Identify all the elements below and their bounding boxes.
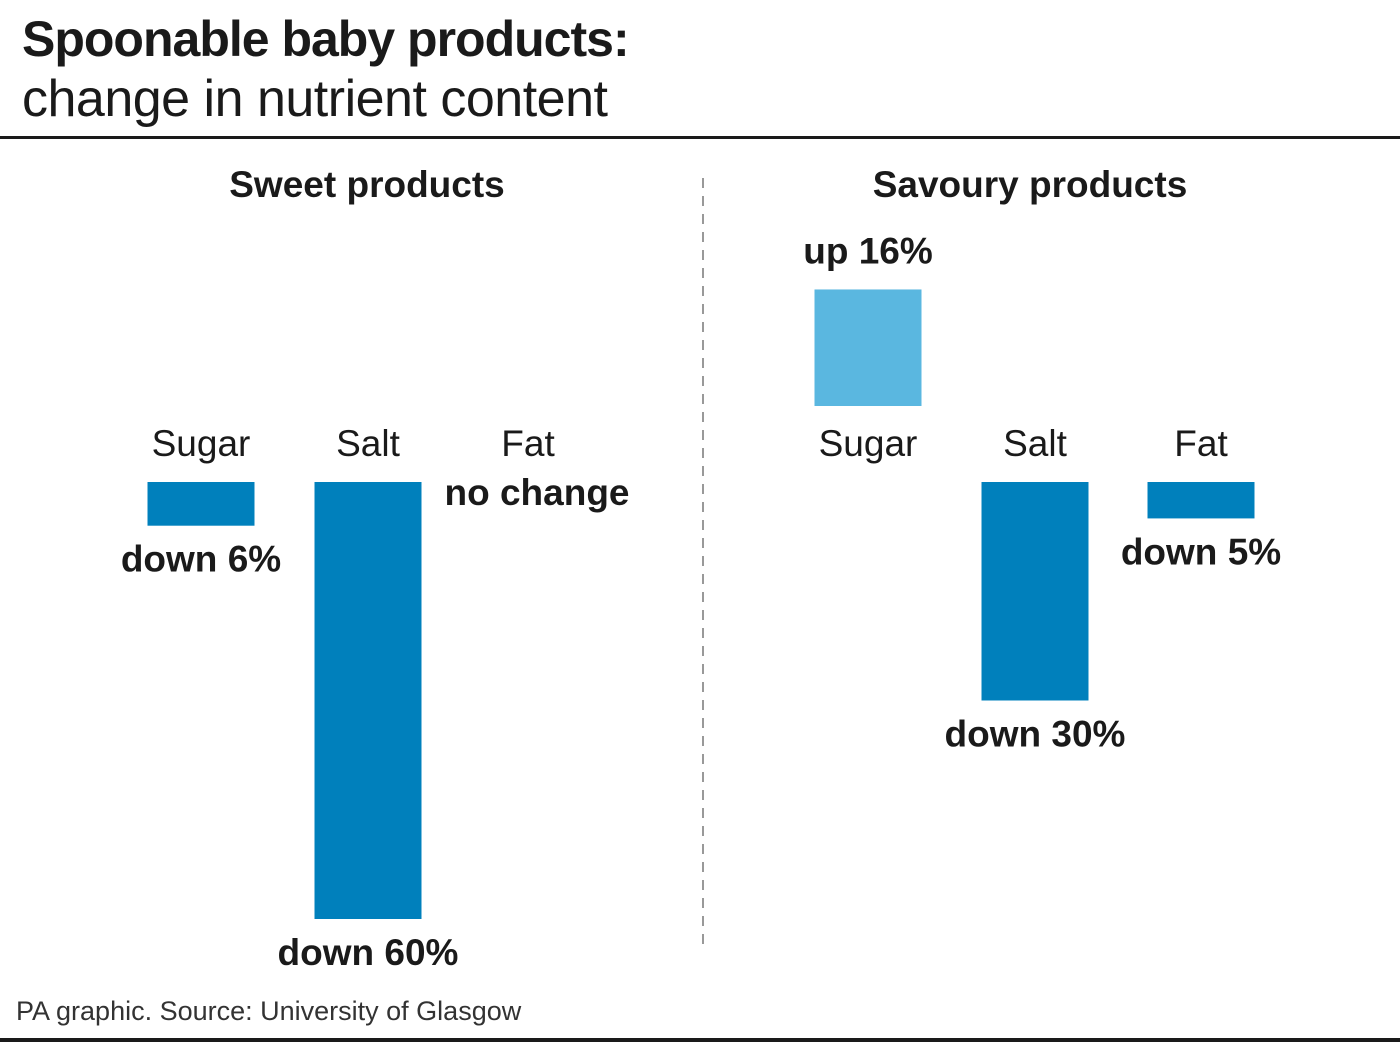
footer-rule (0, 1038, 1400, 1042)
category-label: Sugar (152, 423, 251, 464)
value-label: up 16% (803, 230, 933, 271)
panel-title: Sweet products (229, 164, 505, 205)
bar-salt (314, 482, 422, 919)
chart-subtitle: change in nutrient content (22, 70, 608, 128)
value-label: down 5% (1121, 531, 1281, 572)
category-label: Salt (336, 423, 400, 464)
value-label: no change (444, 472, 629, 513)
category-label: Sugar (819, 423, 918, 464)
category-label: Fat (501, 423, 555, 464)
value-label: down 30% (945, 714, 1126, 755)
category-label: Salt (1003, 423, 1067, 464)
title-rule (0, 136, 1400, 139)
chart-title: Spoonable baby products: (22, 11, 630, 67)
category-label: Fat (1174, 423, 1228, 464)
chart-panels: Sweet products Sugar down 6% Salt down 60% Fa… (121, 164, 1281, 973)
source-note: PA graphic. Source: University of Glasgo… (16, 996, 522, 1026)
bar-sugar (814, 289, 922, 406)
bar-fat (1147, 482, 1255, 519)
value-label: down 6% (121, 539, 281, 580)
bar-salt (981, 482, 1089, 701)
bar-sugar (147, 482, 255, 526)
panel-title: Savoury products (873, 164, 1188, 205)
value-label: down 60% (278, 932, 459, 973)
